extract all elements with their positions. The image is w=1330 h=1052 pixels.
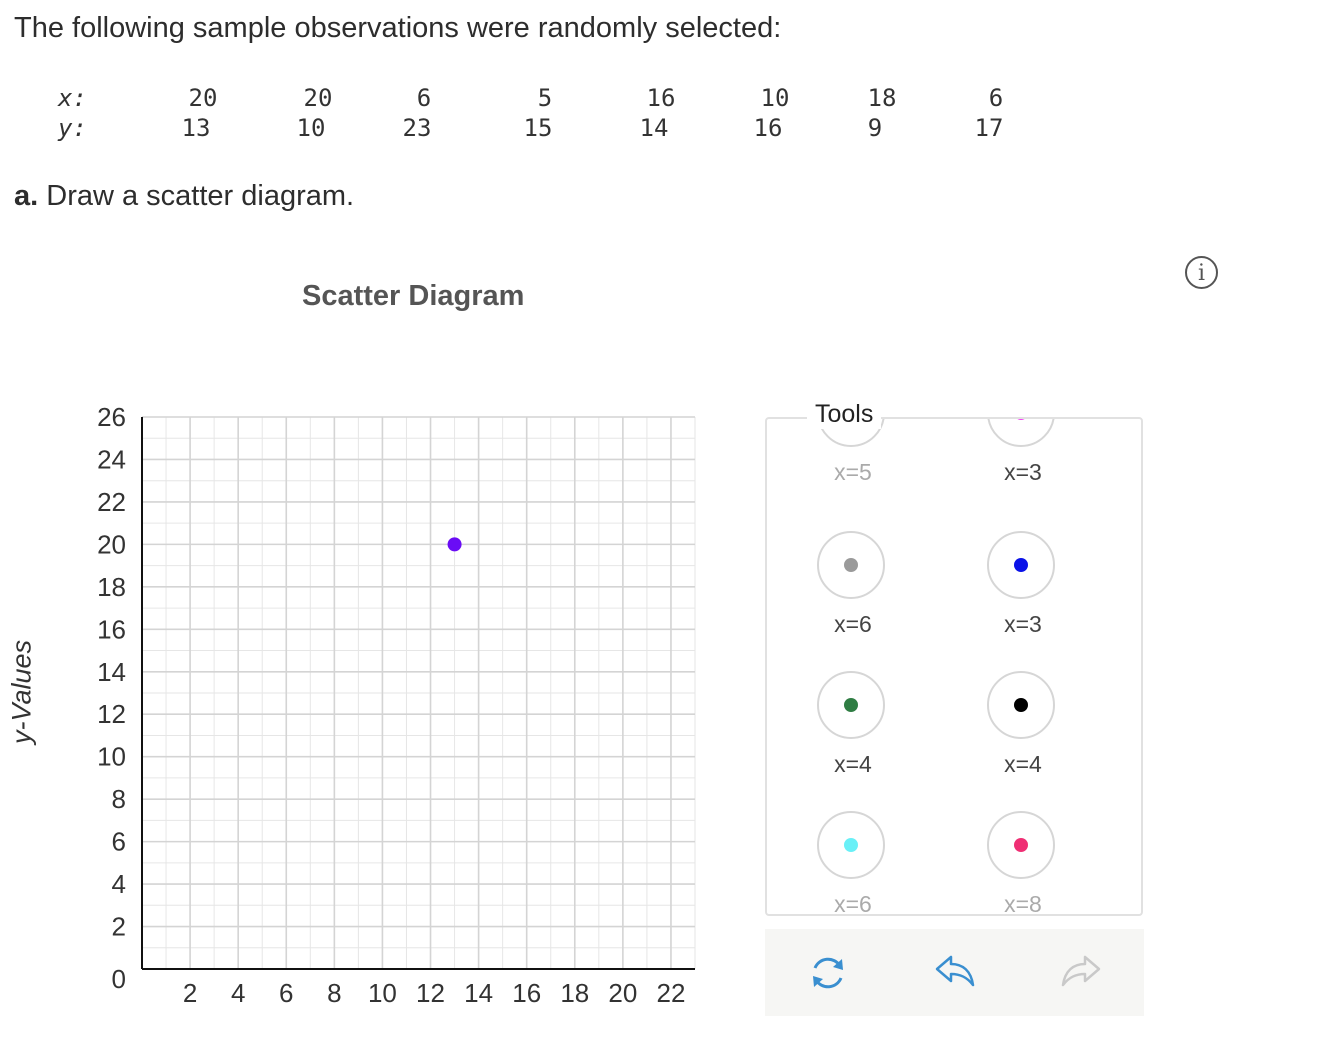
y-tick-label: 8 xyxy=(112,784,126,814)
x-tick-label: 12 xyxy=(416,978,445,1008)
point-dot-icon xyxy=(1014,838,1028,852)
y-tick-label: 22 xyxy=(97,487,126,517)
refresh-icon[interactable] xyxy=(806,951,850,995)
y-tick-label: 20 xyxy=(97,529,126,559)
x-tick-label: 4 xyxy=(231,978,245,1008)
x-row-label: x: xyxy=(58,84,87,112)
chart-title: Scatter Diagram xyxy=(302,280,525,312)
y-value: 16 xyxy=(753,114,783,142)
tools-panel: x=5 x=3 x=6 x=3 x=4 x=4 x=6 x=8 xyxy=(765,417,1143,916)
tool-label: x=3 xyxy=(1004,459,1042,485)
x-value: 20 xyxy=(303,84,333,112)
x-value: 10 xyxy=(760,84,790,112)
x-value: 20 xyxy=(188,84,218,112)
point-dot-icon xyxy=(1014,558,1028,572)
x-value: 6 xyxy=(416,84,432,112)
y-value: 15 xyxy=(523,114,553,142)
y-tick-label: 26 xyxy=(97,402,126,432)
redo-icon[interactable] xyxy=(1059,951,1103,995)
tool-label: x=6 xyxy=(834,891,872,916)
tool-gray-button[interactable]: x=6 xyxy=(793,531,913,651)
tool-label: x=8 xyxy=(1004,891,1042,916)
x-value: 5 xyxy=(537,84,553,112)
x-tick-label: 22 xyxy=(656,978,685,1008)
scatter-plot[interactable]: 2 4 6 8 10 12 14 16 18 20 220246810121416182022242… xyxy=(0,0,760,1052)
y-tick-label: 16 xyxy=(97,614,126,644)
x-value: 16 xyxy=(646,84,676,112)
tool-circle[interactable] xyxy=(987,531,1055,599)
tool-label: x=6 xyxy=(834,611,872,637)
tool-magenta-button[interactable]: x=3 xyxy=(963,419,1083,499)
tool-cyan-button[interactable]: x=6 xyxy=(793,811,913,916)
y-value: 23 xyxy=(402,114,432,142)
tool-circle[interactable] xyxy=(987,419,1055,447)
question-intro: The following sample observations were r… xyxy=(14,12,782,44)
action-bar xyxy=(765,929,1144,1016)
x-tick-label: 16 xyxy=(512,978,541,1008)
y-tick-label: 6 xyxy=(112,827,126,857)
tool-violet-button[interactable]: x=5 xyxy=(793,419,913,499)
point-dot-icon xyxy=(844,558,858,572)
tool-green-button[interactable]: x=4 xyxy=(793,671,913,791)
point-dot-icon xyxy=(844,838,858,852)
x-tick-label: 6 xyxy=(279,978,293,1008)
y-value: 13 xyxy=(181,114,211,142)
tool-label: x=5 xyxy=(834,459,872,485)
point-dot-icon xyxy=(1014,419,1028,420)
y-tick-label: 4 xyxy=(112,869,126,899)
part-a-text: Draw a scatter diagram. xyxy=(38,180,355,212)
x-tick-label: 14 xyxy=(464,978,493,1008)
y-value: 14 xyxy=(639,114,669,142)
info-glyph: i xyxy=(1197,261,1206,286)
x-value: 6 xyxy=(988,84,1004,112)
info-icon[interactable]: i xyxy=(1185,256,1218,289)
x-tick-label: 2 xyxy=(183,978,197,1008)
y-tick-label: 10 xyxy=(97,742,126,772)
data-point xyxy=(447,537,462,552)
tool-black-button[interactable]: x=4 xyxy=(963,671,1083,791)
tools-legend: Tools xyxy=(807,400,882,429)
y-tick-label: 18 xyxy=(97,572,126,602)
y-tick-label: 2 xyxy=(112,912,126,942)
x-tick-label: 18 xyxy=(560,978,589,1008)
y-tick-label: 0 xyxy=(112,964,126,994)
tool-blue-button[interactable]: x=3 xyxy=(963,531,1083,651)
y-value: 17 xyxy=(974,114,1004,142)
tool-label: x=3 xyxy=(1004,611,1042,637)
tool-circle[interactable] xyxy=(817,671,885,739)
y-row-label: y: xyxy=(58,114,87,142)
y-tick-label: 14 xyxy=(97,657,126,687)
y-tick-label: 12 xyxy=(97,699,126,729)
tool-label: x=4 xyxy=(1004,751,1042,777)
part-a-prompt: a. Draw a scatter diagram. xyxy=(14,180,354,213)
tool-label: x=4 xyxy=(834,751,872,777)
tool-circle[interactable] xyxy=(987,671,1055,739)
part-a-letter: a. xyxy=(14,180,39,212)
undo-icon[interactable] xyxy=(933,951,977,995)
tool-circle[interactable] xyxy=(817,531,885,599)
x-value: 18 xyxy=(867,84,897,112)
tool-circle[interactable] xyxy=(817,811,885,879)
tool-circle[interactable] xyxy=(987,811,1055,879)
x-tick-label: 8 xyxy=(327,978,341,1008)
x-tick-label: 10 xyxy=(368,978,397,1008)
y-value: 9 xyxy=(867,114,883,142)
tool-pink-button[interactable]: x=8 xyxy=(963,811,1083,916)
point-dot-icon xyxy=(844,698,858,712)
y-value: 10 xyxy=(296,114,326,142)
point-dot-icon xyxy=(1014,698,1028,712)
x-tick-label: 20 xyxy=(608,978,637,1008)
y-tick-label: 24 xyxy=(97,444,126,474)
